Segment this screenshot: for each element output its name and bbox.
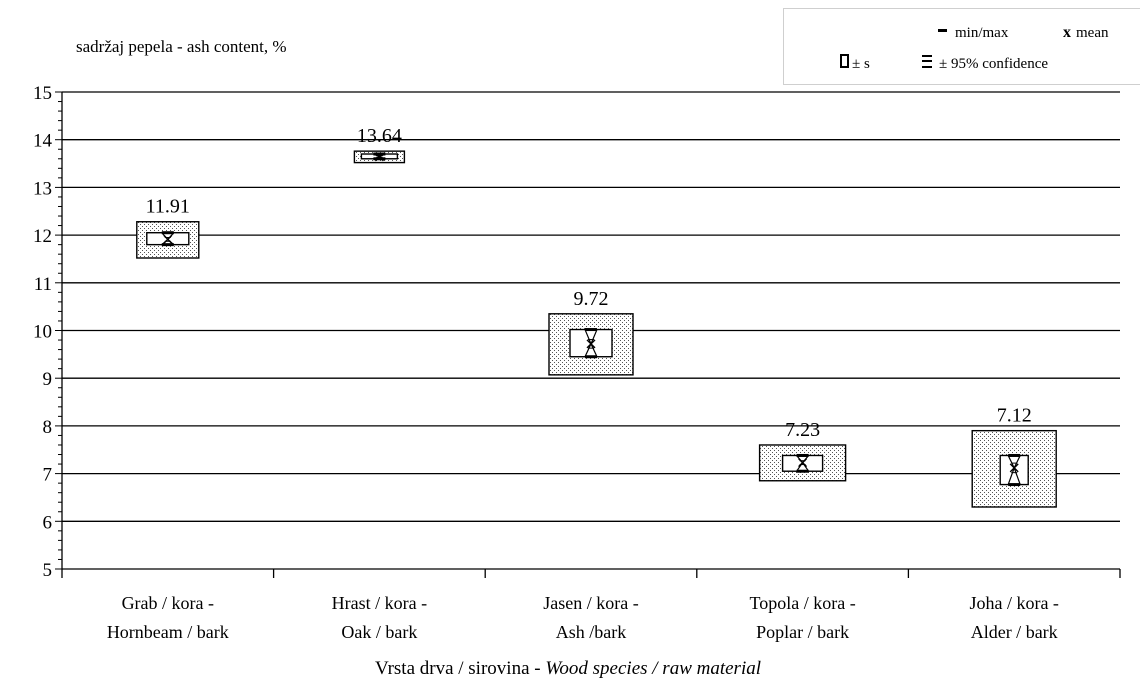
max-bar xyxy=(373,152,386,156)
min-bar xyxy=(796,469,809,473)
max-bar xyxy=(161,231,174,235)
y-tick-label: 5 xyxy=(43,560,53,581)
x-axis: Grab / kora - Hornbeam / bark Hrast / kora… xyxy=(61,568,1121,642)
legend-minmax-label: min/max xyxy=(955,25,1009,41)
y-tick-label: 12 xyxy=(33,226,52,247)
x-category-label-line2: Ash /bark xyxy=(556,622,627,642)
legend-frame xyxy=(783,8,1140,85)
mean-data-label: 13.64 xyxy=(357,125,402,147)
mean-data-label: 9.72 xyxy=(574,288,609,310)
box-group: 11.91 xyxy=(136,196,200,259)
x-category-label-line2: Hornbeam / bark xyxy=(107,622,229,642)
mean-data-label: 7.12 xyxy=(997,405,1032,427)
min-bar xyxy=(585,355,597,359)
box-group: 7.23 xyxy=(758,419,847,482)
max-bar xyxy=(585,328,597,332)
chart-title: sadržaj pepela - ash content, % xyxy=(76,37,287,56)
mean-data-label: 7.23 xyxy=(785,419,820,441)
mean-marker xyxy=(586,339,596,349)
box-group: 7.12 xyxy=(971,405,1057,508)
y-tick-label: 7 xyxy=(43,465,53,486)
y-tick-label: 13 xyxy=(33,178,52,199)
min-bar xyxy=(373,157,386,161)
legend-sd-symbol xyxy=(840,54,849,68)
x-category-label-line2: Oak / bark xyxy=(341,622,417,642)
x-category-label-line1: Topola / kora - xyxy=(749,593,855,613)
y-tick-label: 8 xyxy=(43,417,53,438)
max-bar xyxy=(1008,453,1021,457)
legend-mean-label: mean xyxy=(1076,25,1109,41)
max-bar xyxy=(796,453,809,457)
y-tick-label: 15 xyxy=(33,83,52,104)
mean-data-label: 11.91 xyxy=(146,196,190,218)
range-box xyxy=(999,454,1029,486)
x-category-label-line2: Poplar / bark xyxy=(756,622,849,642)
plot-area: 11.91 13.64 9.72 7.23 7.12 xyxy=(136,125,1057,508)
sd-box xyxy=(548,313,634,376)
gridlines xyxy=(62,91,1120,522)
min-bar xyxy=(1008,483,1021,487)
x-axis-label-italic: Wood species / raw material xyxy=(545,658,761,679)
mean-marker xyxy=(163,234,173,244)
legend-sd-label: ± s xyxy=(852,56,870,72)
legend: min/max x mean ± s ± 95% confidence xyxy=(840,24,1109,72)
mean-marker xyxy=(1009,463,1019,473)
box-group: 9.72 xyxy=(548,288,634,376)
x-category-label-line1: Joha / kora - xyxy=(969,593,1058,613)
x-axis-label: Vrsta drva / sirovina - Wood species / r… xyxy=(375,658,761,679)
y-axis: 5 6 7 8 9 10 11 12 13 14 15 xyxy=(33,83,63,581)
legend-ci-label: ± 95% confidence xyxy=(939,56,1048,72)
legend-minmax-symbol xyxy=(938,29,947,32)
x-category-label-line1: Jasen / kora - xyxy=(543,593,638,613)
x-axis-label-main: Vrsta drva / sirovina - xyxy=(375,658,545,679)
y-tick-label: 6 xyxy=(43,512,53,533)
x-category-label-line2: Alder / bark xyxy=(971,622,1058,642)
x-category-label-line1: Hrast / kora - xyxy=(332,593,427,613)
y-tick-label: 9 xyxy=(43,369,53,390)
mean-marker xyxy=(798,458,808,468)
box-group: 13.64 xyxy=(353,125,406,164)
mean-marker xyxy=(374,152,384,162)
legend-mean-symbol: x xyxy=(1063,24,1071,41)
min-bar xyxy=(161,243,174,247)
y-tick-label: 11 xyxy=(34,274,52,295)
legend-ci-symbol xyxy=(922,55,932,68)
x-category-label-line1: Grab / kora - xyxy=(122,593,214,613)
y-tick-label: 10 xyxy=(33,322,52,343)
y-tick-label: 14 xyxy=(33,131,53,152)
